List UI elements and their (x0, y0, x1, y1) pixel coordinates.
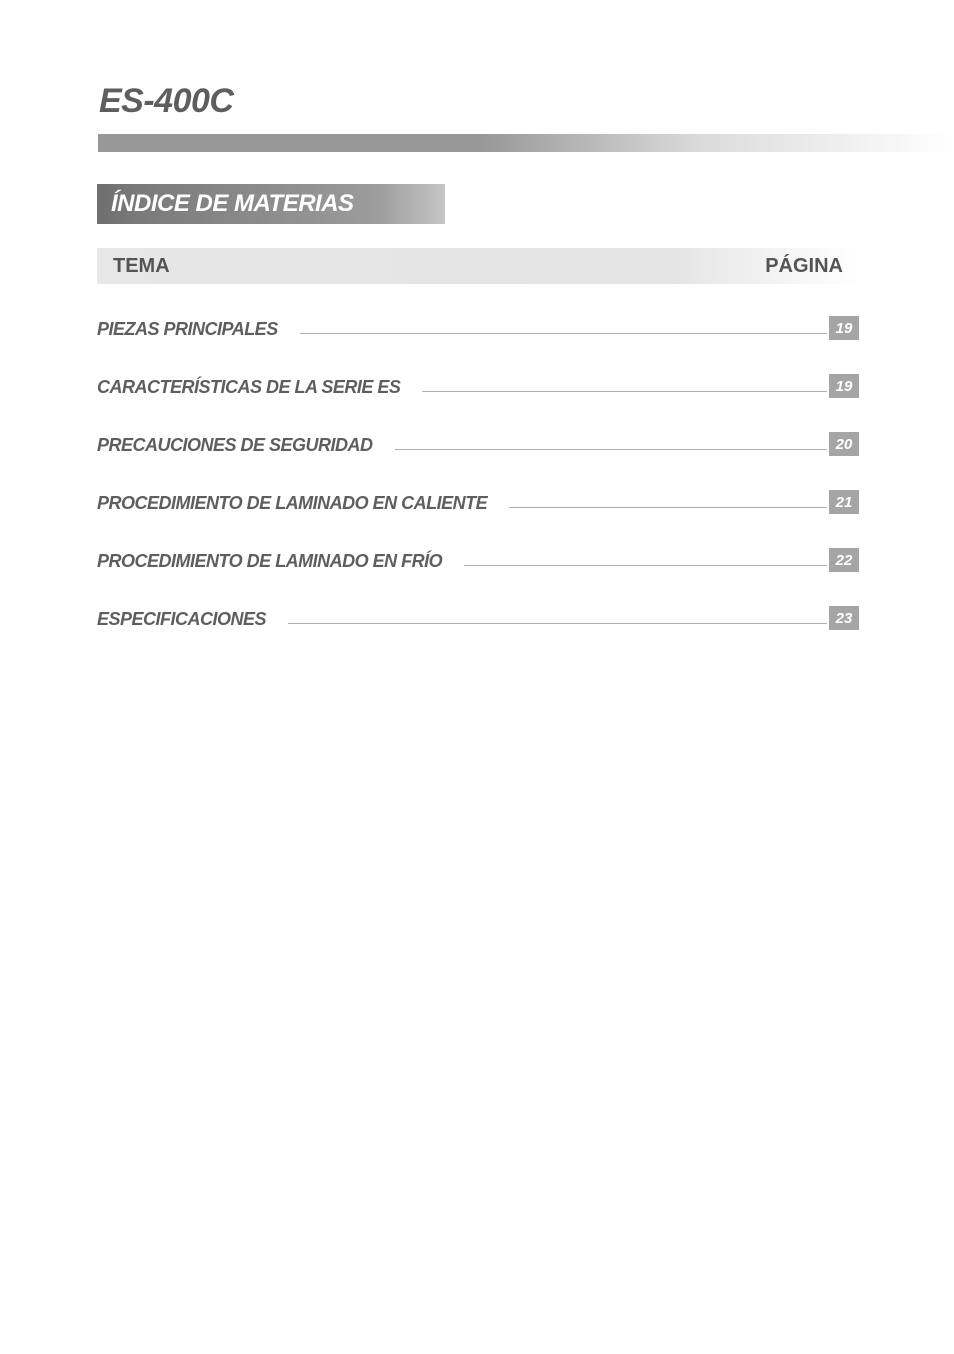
toc-page-number-box: 23 (829, 606, 859, 630)
toc-leader-line (300, 333, 827, 334)
toc-label: PRECAUCIONES DE SEGURIDAD (97, 435, 395, 456)
title-underline-bar (98, 134, 953, 152)
model-title: ES-400C (99, 82, 863, 121)
toc-leader-line (464, 565, 827, 566)
toc-row: CARACTERÍSTICAS DE LA SERIE ES 19 (97, 346, 859, 404)
table-header-pagina: PÁGINA (765, 255, 843, 278)
table-header-tema: TEMA (113, 255, 170, 278)
toc-table-header: TEMA PÁGINA (97, 248, 859, 284)
toc-rows-container: PIEZAS PRINCIPALES 19 CARACTERÍSTICAS DE… (99, 288, 863, 636)
toc-leader-line (395, 449, 827, 450)
toc-row: ESPECIFICACIONES 23 (97, 578, 859, 636)
toc-leader-line (509, 507, 827, 508)
toc-row: PROCEDIMIENTO DE LAMINADO EN FRÍO 22 (97, 520, 859, 578)
toc-label: CARACTERÍSTICAS DE LA SERIE ES (97, 377, 422, 398)
toc-page-number-box: 22 (829, 548, 859, 572)
toc-leader-line (422, 391, 827, 392)
toc-label: PIEZAS PRINCIPALES (97, 319, 300, 340)
toc-page-number-box: 21 (829, 490, 859, 514)
section-header-text: ÍNDICE DE MATERIAS (111, 190, 354, 218)
toc-label: ESPECIFICACIONES (97, 609, 288, 630)
toc-page-number-box: 19 (829, 374, 859, 398)
toc-label: PROCEDIMIENTO DE LAMINADO EN FRÍO (97, 551, 464, 572)
toc-row: PROCEDIMIENTO DE LAMINADO EN CALIENTE 21 (97, 462, 859, 520)
toc-row: PRECAUCIONES DE SEGURIDAD 20 (97, 404, 859, 462)
toc-page-number-box: 19 (829, 316, 859, 340)
toc-row: PIEZAS PRINCIPALES 19 (97, 288, 859, 346)
toc-leader-line (288, 623, 827, 624)
section-header-bar: ÍNDICE DE MATERIAS (97, 184, 445, 224)
toc-page-number-box: 20 (829, 432, 859, 456)
toc-label: PROCEDIMIENTO DE LAMINADO EN CALIENTE (97, 493, 509, 514)
